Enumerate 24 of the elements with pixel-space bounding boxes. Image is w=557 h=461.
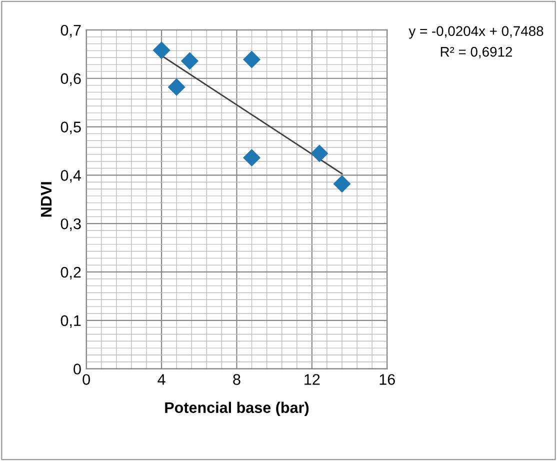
y-tick-label: 0,5	[60, 122, 81, 134]
point	[180, 52, 199, 70]
x-tick-label: 4	[158, 374, 166, 385]
point	[310, 144, 328, 162]
y-tick-label: 0	[74, 364, 81, 374]
point	[242, 50, 261, 68]
point	[152, 42, 170, 60]
y-tick-label: 0,7	[60, 24, 81, 38]
x-tick-label: 8	[233, 374, 240, 385]
y-tick-label: 0,1	[60, 315, 81, 328]
y-tick-label: 0,4	[60, 170, 82, 183]
text: R² = 0,6912	[440, 46, 512, 58]
y-axis-title: NDVI	[41, 182, 52, 217]
x-tick-label: 16	[380, 374, 395, 385]
x-tick-label: 0	[82, 374, 90, 385]
y-tick-label: 0,2	[60, 266, 81, 280]
point	[333, 175, 351, 193]
y-tick-label: 0,3	[60, 218, 81, 232]
x-axis-title: Potencial base (bar)	[165, 402, 309, 416]
point	[242, 148, 261, 167]
point	[168, 78, 186, 96]
y-tick-label: 0,6	[60, 73, 81, 86]
text: y = -0,0204x + 0,7488	[408, 26, 544, 39]
x-tick-label: 12	[304, 374, 320, 385]
